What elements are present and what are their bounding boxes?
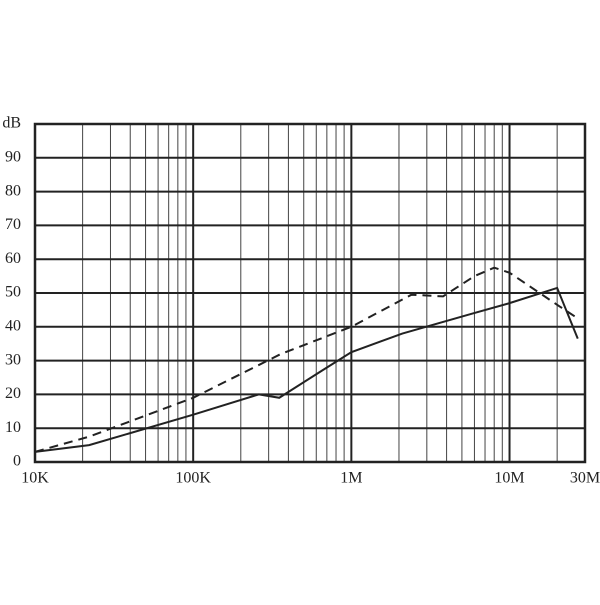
plot-frame <box>33 122 587 464</box>
y-tick-label: 20 <box>5 385 21 402</box>
x-tick-label: 100K <box>175 470 211 487</box>
y-tick-label: 40 <box>5 317 21 334</box>
y-tick-label: 90 <box>5 148 21 165</box>
line <box>34 266 579 453</box>
x-tick-label: 30M <box>570 470 600 487</box>
y-tick-label: 30 <box>5 351 21 368</box>
x-tick-label: 1M <box>340 470 362 487</box>
y-tick-label: 60 <box>5 250 21 267</box>
y-tick-label: 0 <box>13 453 21 470</box>
x-tick-label: 10K <box>21 470 49 487</box>
y-tick-label: dB <box>2 115 21 132</box>
y-tick-label: 80 <box>5 182 21 199</box>
y-tick-label: 10 <box>5 419 21 436</box>
line <box>34 286 579 453</box>
x-tick-label: 10M <box>494 470 524 487</box>
y-tick-label: 70 <box>5 216 21 233</box>
y-tick-label: 50 <box>5 284 21 301</box>
